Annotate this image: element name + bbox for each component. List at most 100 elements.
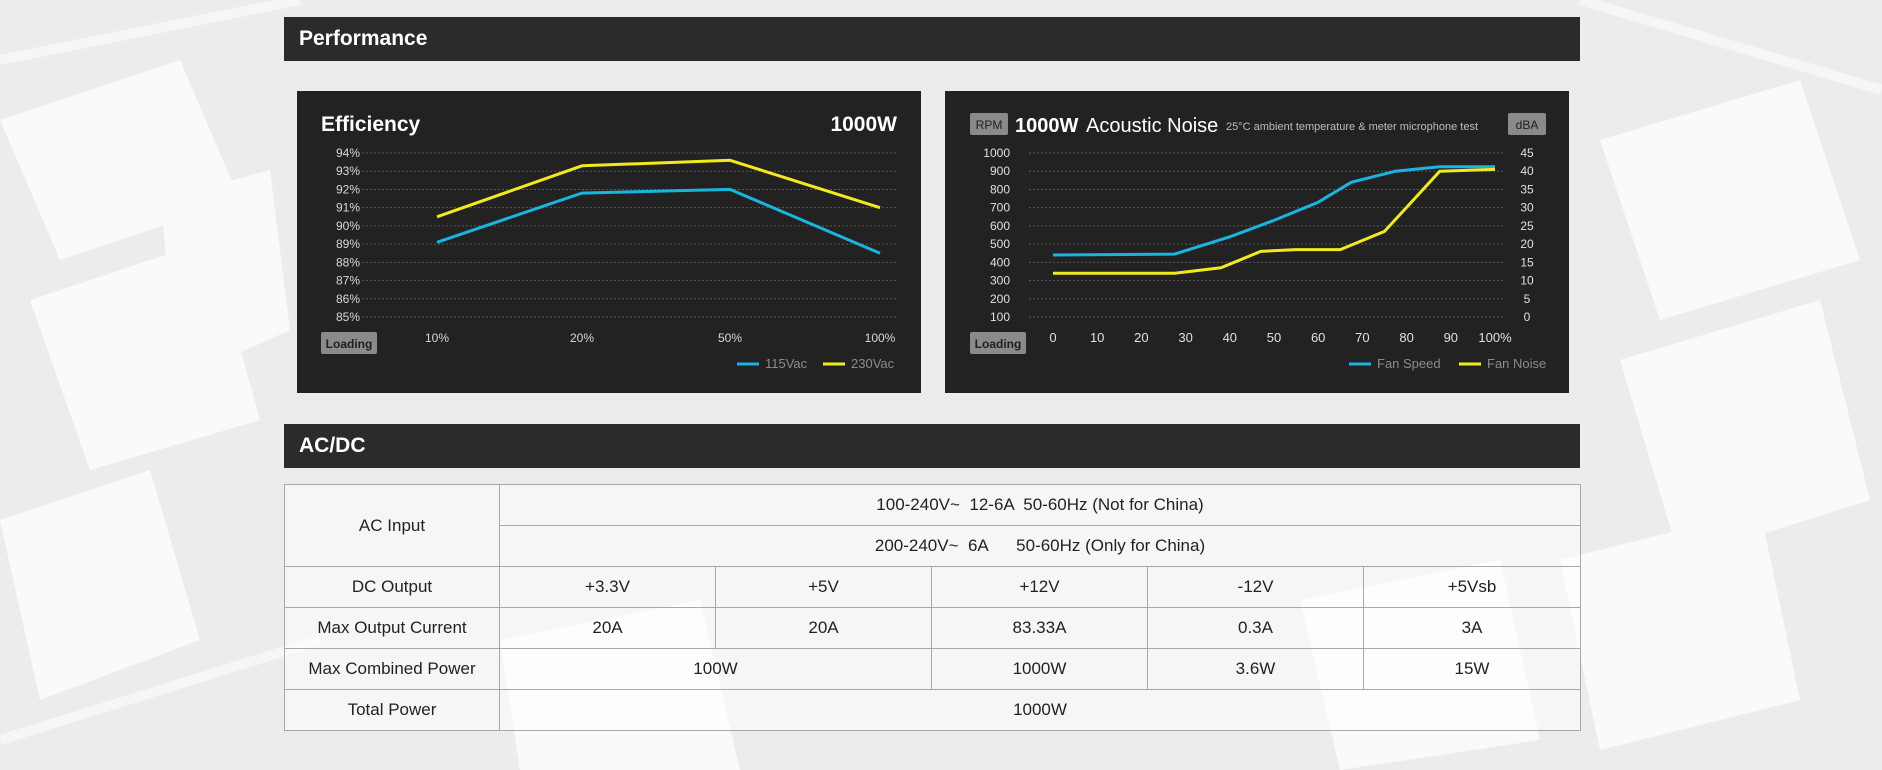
efficiency-x-tick-label: 100% [865, 331, 896, 345]
main-content: Performance Efficiency 1000W 85% 86% 87% 88… [284, 17, 1581, 731]
efficiency-y-tick-label: 94% [336, 146, 360, 160]
noise-x-tick-label: 10 [1090, 330, 1104, 345]
noise-series-line [1053, 167, 1496, 275]
efficiency-legend-label: 115Vac [765, 356, 808, 371]
efficiency-y-tick-label: 86% [336, 292, 360, 306]
efficiency-loading-button[interactable]: Loading [321, 332, 377, 354]
noise-x-tick-label: 20 [1134, 330, 1148, 345]
max-output-current-cell: 83.33A [931, 607, 1148, 649]
efficiency-x-tick-label: 20% [570, 331, 594, 345]
noise-loading-label: Loading [975, 337, 1022, 351]
efficiency-series-line [436, 158, 881, 219]
ac-input-label: AC Input [284, 484, 500, 567]
noise-chart-subtitle: 25°C ambient temperature & meter microph… [1226, 121, 1478, 133]
ac-input-value-2: 200-240V~ 6A 50-60Hz (Only for China) [499, 525, 1581, 567]
acoustic-noise-chart: RPM 1000W Acoustic Noise 25°C ambient te… [970, 113, 1546, 371]
efficiency-x-tick-label: 10% [425, 331, 449, 345]
performance-title: Performance [299, 27, 428, 50]
dc-output-cell: +12V [931, 566, 1148, 608]
noise-y-left-tick-label: 1000 [983, 146, 1010, 160]
noise-y-left-tick-label: 300 [990, 274, 1010, 288]
efficiency-series-line [436, 187, 881, 255]
efficiency-y-tick-label: 93% [336, 164, 360, 178]
efficiency-legend-label: 230Vac [851, 356, 895, 371]
efficiency-y-tick-label: 87% [336, 274, 360, 288]
noise-chart-wattage: 1000W [1015, 115, 1078, 137]
max-combined-power-cell: 15W [1363, 648, 1581, 690]
efficiency-loading-label: Loading [326, 337, 373, 351]
max-output-current-cell: 3A [1363, 607, 1581, 649]
ac-input-value-1: 100-240V~ 12-6A 50-60Hz (Not for China) [499, 484, 1581, 526]
total-power-value: 1000W [499, 689, 1581, 731]
noise-y-right-tick-label: 5 [1524, 292, 1531, 306]
efficiency-x-tick-label: 50% [718, 331, 742, 345]
noise-y-left-tick-label: 500 [990, 237, 1010, 251]
noise-x-tick-label: 50 [1267, 330, 1281, 345]
charts-row: Efficiency 1000W 85% 86% 87% 88% 89% 90% 91% 92… [284, 61, 1580, 424]
efficiency-chart: Efficiency 1000W 85% 86% 87% 88% 89% 90% 91% 92… [321, 113, 897, 371]
max-combined-power-cell: 100W [499, 648, 932, 690]
noise-y-right-tick-label: 30 [1520, 201, 1534, 215]
efficiency-y-tick-label: 89% [336, 237, 360, 251]
noise-x-tick-label: 70 [1355, 330, 1369, 345]
efficiency-y-tick-label: 91% [336, 201, 360, 215]
efficiency-y-tick-label: 88% [336, 255, 360, 269]
table-row-max-output-current: Max Output Current 20A 20A 83.33A 0.3A 3… [284, 607, 1581, 649]
noise-legend-label: Fan Speed [1377, 356, 1441, 371]
table-row-max-combined-power: Max Combined Power 100W 1000W 3.6W 15W [284, 648, 1581, 690]
noise-y-left-tick-label: 200 [990, 292, 1010, 306]
noise-x-tick-label: 60 [1311, 330, 1325, 345]
dc-output-label: DC Output [284, 566, 500, 608]
noise-x-tick-label: 80 [1399, 330, 1413, 345]
max-combined-power-cell: 1000W [931, 648, 1148, 690]
noise-loading-button[interactable]: Loading [970, 332, 1026, 354]
max-output-current-cell: 20A [499, 607, 716, 649]
max-output-current-cell: 20A [715, 607, 932, 649]
noise-y-right-tick-label: 0 [1524, 310, 1531, 324]
total-power-label: Total Power [284, 689, 500, 731]
noise-series-line [1052, 165, 1495, 257]
table-row-total-power: Total Power 1000W [284, 689, 1581, 731]
noise-y-left-tick-label: 100 [990, 310, 1010, 324]
efficiency-y-tick-label: 90% [336, 219, 360, 233]
acdc-spec-table: AC Input 100-240V~ 12-6A 50-60Hz (Not fo… [284, 484, 1581, 731]
efficiency-y-tick-label: 85% [336, 310, 360, 324]
table-row-dc-output: DC Output +3.3V +5V +12V -12V +5Vsb [284, 566, 1581, 608]
dc-output-cell: -12V [1147, 566, 1364, 608]
acdc-header: AC/DC [284, 424, 1580, 468]
max-combined-power-label: Max Combined Power [284, 648, 500, 690]
rpm-unit-badge: RPM [970, 113, 1008, 135]
dc-output-cell: +5Vsb [1363, 566, 1581, 608]
noise-y-right-tick-label: 35 [1520, 182, 1534, 196]
noise-y-left-tick-label: 700 [990, 201, 1010, 215]
noise-y-right-tick-label: 45 [1520, 146, 1534, 160]
efficiency-y-tick-label: 92% [336, 182, 360, 196]
dc-output-cell: +3.3V [499, 566, 716, 608]
max-output-current-label: Max Output Current [284, 607, 500, 649]
efficiency-chart-panel: Efficiency 1000W 85% 86% 87% 88% 89% 90% 91% 92… [297, 91, 921, 393]
max-output-current-cell: 0.3A [1147, 607, 1364, 649]
noise-x-tick-label: 0 [1049, 330, 1056, 345]
efficiency-wattage-badge: 1000W [830, 113, 897, 136]
dba-unit-label: dBA [1516, 118, 1539, 132]
noise-y-right-tick-label: 25 [1520, 219, 1534, 233]
dba-unit-badge: dBA [1508, 113, 1546, 135]
noise-x-tick-label: 100% [1478, 330, 1512, 345]
noise-x-tick-label: 90 [1444, 330, 1458, 345]
noise-x-tick-label: 40 [1223, 330, 1237, 345]
performance-header: Performance [284, 17, 1580, 61]
noise-y-right-tick-label: 40 [1520, 164, 1534, 178]
noise-y-left-tick-label: 400 [990, 255, 1010, 269]
noise-chart-title: Acoustic Noise [1086, 115, 1218, 137]
acdc-table-wrapper: AC Input 100-240V~ 12-6A 50-60Hz (Not fo… [284, 484, 1581, 731]
acdc-title: AC/DC [299, 434, 366, 457]
noise-chart-panel: RPM 1000W Acoustic Noise 25°C ambient te… [945, 91, 1569, 393]
noise-y-left-tick-label: 900 [990, 164, 1010, 178]
noise-x-tick-label: 30 [1178, 330, 1192, 345]
noise-y-left-tick-label: 800 [990, 182, 1010, 196]
max-combined-power-cell: 3.6W [1147, 648, 1364, 690]
noise-y-left-tick-label: 600 [990, 219, 1010, 233]
rpm-unit-label: RPM [976, 118, 1003, 132]
table-row-ac-input-1: AC Input 100-240V~ 12-6A 50-60Hz (Not fo… [284, 484, 1581, 567]
efficiency-chart-title: Efficiency [321, 113, 421, 136]
